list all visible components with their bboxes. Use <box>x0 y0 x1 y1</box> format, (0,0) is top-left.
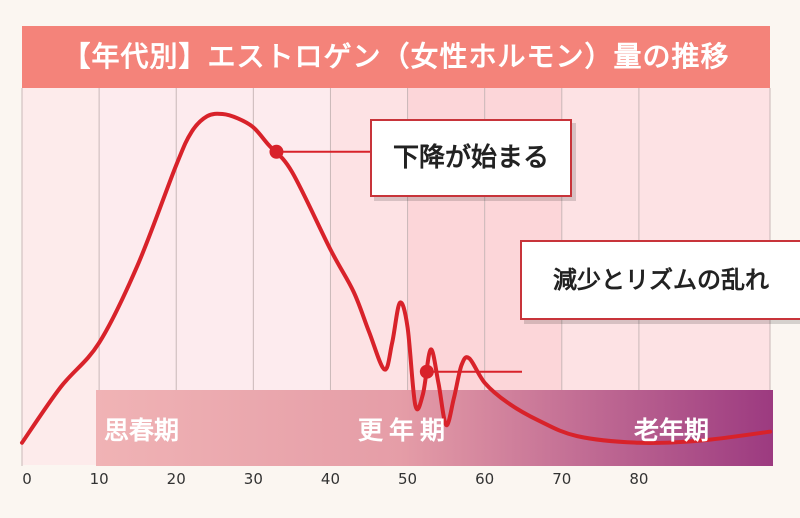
marker-1 <box>419 364 434 379</box>
x-tick-50: 50 <box>398 470 417 488</box>
chart-title: 【年代別】エストロゲン（女性ホルモン）量の推移 <box>62 40 730 73</box>
stage-label-puberty: 思春期 <box>104 416 180 445</box>
stage-label-menopause: 更年期 <box>358 416 452 445</box>
callout-connectors <box>276 150 522 373</box>
marker-0 <box>269 144 284 159</box>
band-0 <box>22 88 100 465</box>
estrogen-curve <box>20 111 772 446</box>
x-tick-60: 60 <box>475 470 494 488</box>
x-tick-80: 80 <box>629 470 648 488</box>
x-axis-ticks: 0 10 20 30 40 50 60 70 80 <box>22 470 648 488</box>
x-tick-30: 30 <box>244 470 263 488</box>
x-tick-70: 70 <box>552 470 571 488</box>
callout-decline: 下降が始まる <box>370 119 572 197</box>
title-bar: 【年代別】エストロゲン（女性ホルモン）量の推移 <box>22 26 770 88</box>
x-tick-20: 20 <box>167 470 186 488</box>
x-tick-10: 10 <box>90 470 109 488</box>
x-tick-0: 0 <box>22 470 32 488</box>
stage-bar <box>96 390 773 466</box>
stage-label-senior: 老年期 <box>634 416 710 445</box>
callout-fluctuation: 減少とリズムの乱れ <box>520 240 800 320</box>
curve-markers <box>269 144 434 379</box>
x-tick-40: 40 <box>321 470 340 488</box>
